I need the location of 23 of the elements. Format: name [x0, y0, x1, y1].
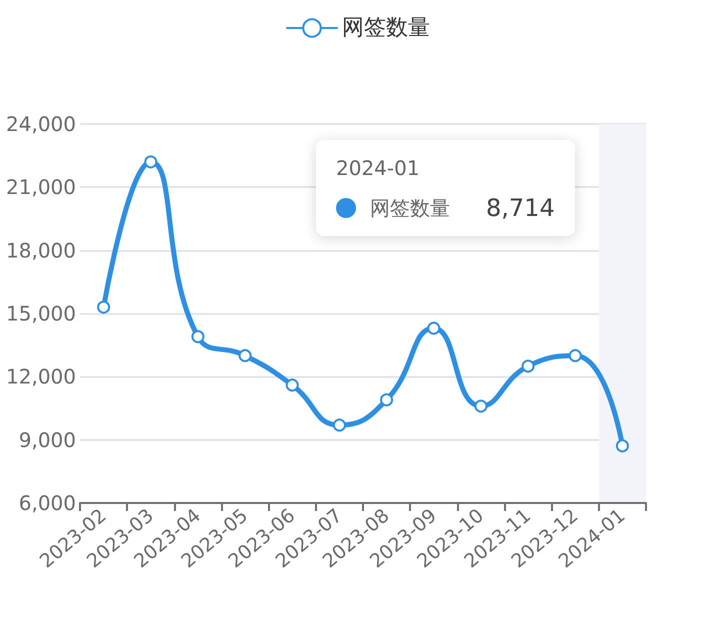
point [286, 378, 299, 392]
point [522, 360, 535, 373]
point [191, 330, 204, 344]
point [474, 400, 488, 413]
y-tick-label: 21,000 [6, 175, 76, 200]
point [568, 349, 582, 362]
y-tick-label: 12,000 [6, 364, 76, 389]
legend-label: 网签数量 [342, 16, 430, 40]
annotation: 网签数量 [370, 195, 450, 222]
point [427, 322, 440, 335]
y-tick-label: 9,000 [18, 428, 76, 452]
annotation: 8,714 [486, 194, 555, 222]
point [144, 155, 158, 168]
y-tick-label: 24,000 [6, 112, 76, 136]
point [616, 439, 629, 452]
point [97, 300, 110, 314]
point [332, 418, 346, 432]
point [380, 393, 394, 406]
y-tick-label: 15,000 [6, 302, 76, 326]
annotation: 2024-01 [336, 155, 421, 182]
y-tick-label: 18,000 [6, 238, 76, 262]
tooltip-card: 2024-01 网签数量 8,714 [316, 140, 575, 236]
point [238, 349, 252, 362]
